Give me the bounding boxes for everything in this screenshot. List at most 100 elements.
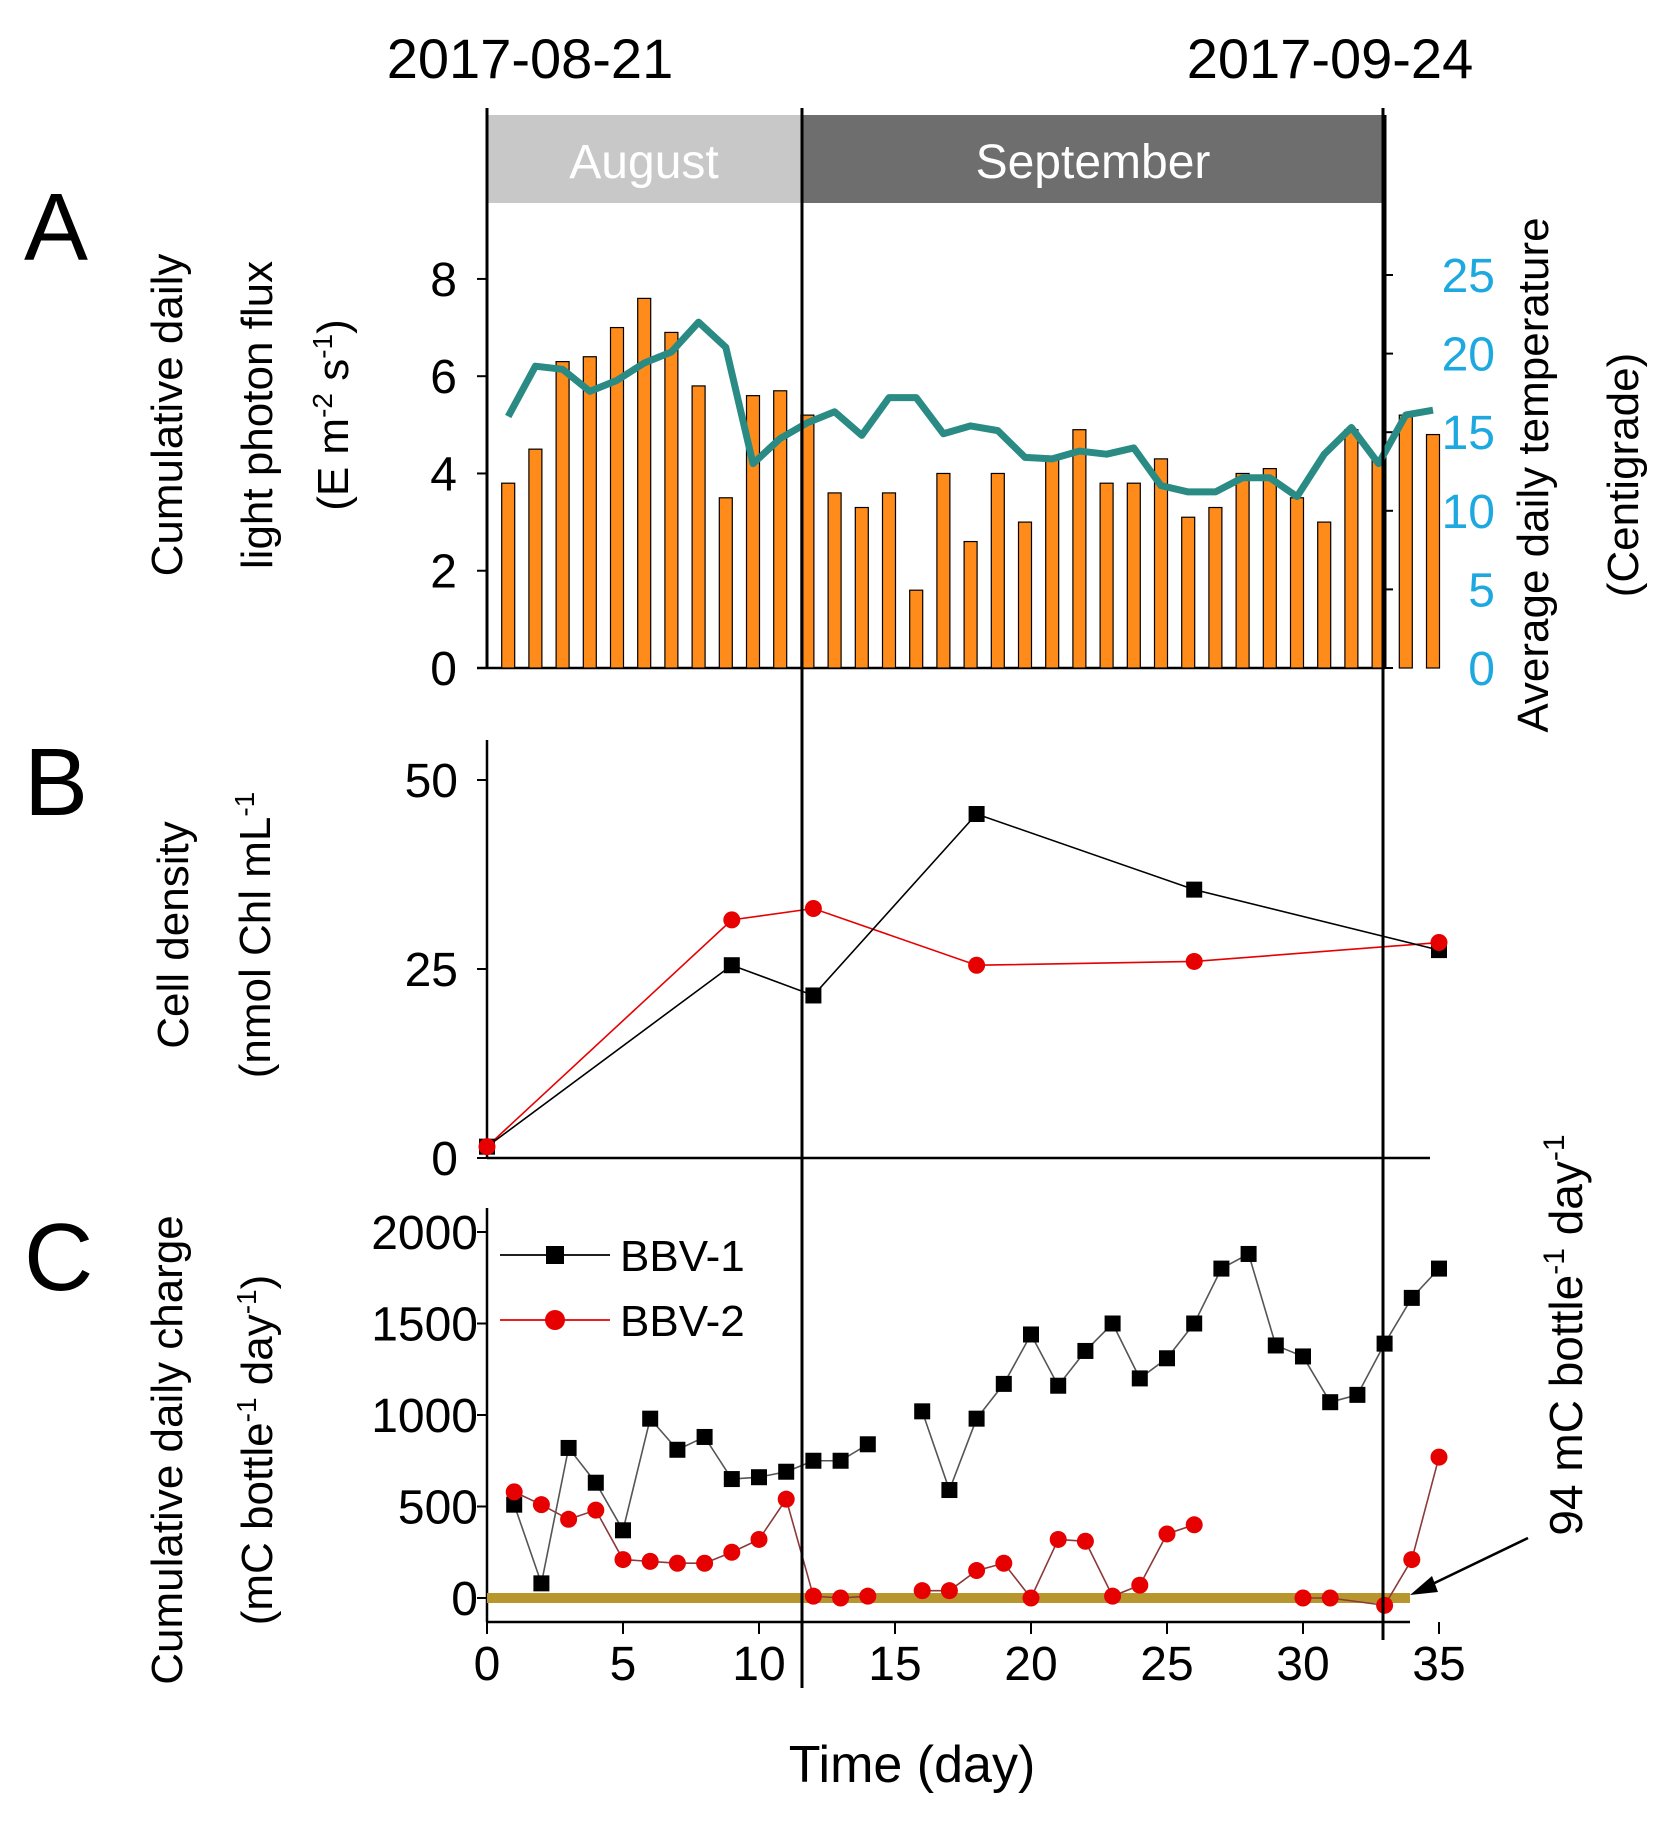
legend-bbv2-label: BBV-2 [620,1297,745,1346]
panel-a-y2label-line1: Average daily temperature [1509,217,1558,732]
panel-c-xtick-label: 10 [732,1638,785,1691]
panel-c-bbv2-point [1076,1532,1094,1550]
panel-a-bar [1181,516,1196,669]
panel-a-ylabel-mid: s [309,359,358,393]
panel-a-ylabel-sup2: -1 [307,334,338,359]
panel-a-plot: 0 2 4 6 8 0 5 10 15 20 25 [430,115,1495,696]
panel-c-xtick-label: 0 [474,1638,501,1691]
panel-c-bbv2-point [940,1582,958,1600]
panel-a-bar [990,472,1005,669]
panel-c-bbv2-point [913,1582,931,1600]
panel-a-bar [1262,468,1277,669]
panel-c-bbv1-point [1213,1260,1230,1277]
panel-c-xtick-label: 5 [610,1638,637,1691]
panel-c-bbv2-point [1376,1596,1394,1614]
panel-c-bbv1-point [1403,1289,1420,1306]
panel-c-ylabel-mid: day [233,1314,282,1397]
panel-b-bbv1-point [1186,881,1203,898]
panel-c-bbv1-point [914,1403,931,1420]
panel-b-bbv1-point [805,987,822,1004]
panel-c-bbv2-point [1104,1587,1122,1605]
panel-a-y2tick-label: 25 [1442,250,1495,303]
panel-a-bar [1425,433,1441,669]
panel-a-bar [1317,521,1332,669]
annotation-sup2: -1 [1538,1134,1571,1161]
panel-c-bbv2-point [1131,1576,1149,1594]
panel-c-bbv2-point [995,1554,1013,1572]
panel-c-bbv2-point [1185,1516,1203,1534]
panel-c-bbv1-point [1349,1386,1366,1403]
panel-c-xtick-label: 35 [1412,1638,1465,1691]
panel-b-bbv1-line [486,813,1440,1148]
panel-c-xtick-label: 20 [1004,1638,1057,1691]
panel-c-bbv2-point [968,1562,986,1580]
panel-a-bar [827,492,842,669]
legend-bbv2-marker [545,1310,565,1330]
panel-c-bbv1-point [778,1463,795,1480]
panel-c-ylabel-sup2: -1 [231,1289,262,1314]
panel-c-ytick-label: 0 [451,1573,478,1626]
panel-a-bar [881,492,897,669]
panel-a-ylabel-line1: Cumulative daily [143,254,192,577]
panel-a-bar [555,361,570,669]
panel-c-bbv1-point [1322,1394,1339,1411]
annotation-mid: day [1540,1161,1592,1248]
panel-c-bbv2-point [1294,1589,1312,1607]
panel-b-bbv2-point [1430,934,1448,952]
panel-b-bbv2-point [968,956,986,974]
panel-c-bbv2-point [750,1530,768,1548]
legend-bbv1-label: BBV-1 [620,1232,745,1281]
panel-a-bar [718,497,733,669]
panel-b-bbv2-line [486,907,1440,1148]
panel-c-bbv2-point [696,1554,714,1572]
panel-c-bbv1-point [1376,1335,1393,1352]
panel-c-ytick-label: 1000 [371,1390,478,1443]
panel-a-y2tick-label: 15 [1442,407,1495,460]
panel-c-bbv1-point [696,1428,713,1445]
panel-a-bar [1017,521,1033,669]
panel-c-bbv1-point [832,1452,849,1469]
september-label: September [976,136,1211,189]
panel-a-y2label-line2: (Centigrade) [1599,353,1648,598]
panel-b-bbv1-point [723,957,740,974]
annotation-arrow [1419,1536,1529,1592]
panel-b-bbv2-point [723,911,741,929]
panel-b-ytick-label: 25 [405,944,458,997]
panel-b-plot: 0 25 50 [405,740,1448,1186]
panel-c-bbv2-point [1022,1589,1040,1607]
panel-c-bbv1-point [1267,1337,1284,1354]
panel-c-ytick-label: 1500 [371,1299,478,1352]
panel-c-bbv2-point [668,1554,686,1572]
panel-c-bbv2-point [1430,1448,1448,1466]
panel-c-bbv1-point [1431,1260,1447,1277]
panel-a-ylabel-suffix: ) [309,319,358,334]
panel-a-bar [1072,429,1087,669]
panel-c-ylabel-suffix: ) [233,1275,282,1290]
panel-c-bbv2-point [560,1510,578,1528]
panel-c-bbv2-point [777,1490,795,1508]
panel-a-bar [1045,458,1060,669]
panel-a-bar [691,385,706,669]
panel-c-bbv1-point [995,1375,1012,1392]
panel-a-bar [963,540,978,669]
panel-a-ytick-label: 2 [430,546,457,599]
panel-c-bbv1-point [1131,1370,1148,1387]
panel-a-bar [1126,482,1141,669]
panel-a-y2tick-label: 10 [1442,486,1495,539]
panel-c-bbv1-point [642,1410,659,1427]
panel-c-xtick-label: 15 [868,1638,921,1691]
panel-a-bar [1208,506,1223,669]
panel-c-bbv2-line [1303,1456,1440,1607]
panel-c-bbv1-point [805,1452,822,1469]
panel-c-ytick-label: 2000 [371,1207,478,1260]
panel-c-ylabel-prefix: (mC bottle [233,1422,282,1625]
panel-c-bbv2-point [614,1551,632,1569]
panel-a-ylabel-sup1: -2 [307,393,338,418]
panel-c-plot: 0 500 1000 1500 2000 0 5 10 15 20 25 30 35 [371,1207,1465,1691]
end-date-label: 2017-09-24 [1187,27,1473,90]
panel-a-bar [854,506,869,669]
panel-c-bbv2-point [532,1496,550,1514]
panel-a-ytick-label: 6 [430,351,457,404]
panel-a-bar [637,297,652,669]
panel-c-bbv1-point [533,1575,550,1592]
